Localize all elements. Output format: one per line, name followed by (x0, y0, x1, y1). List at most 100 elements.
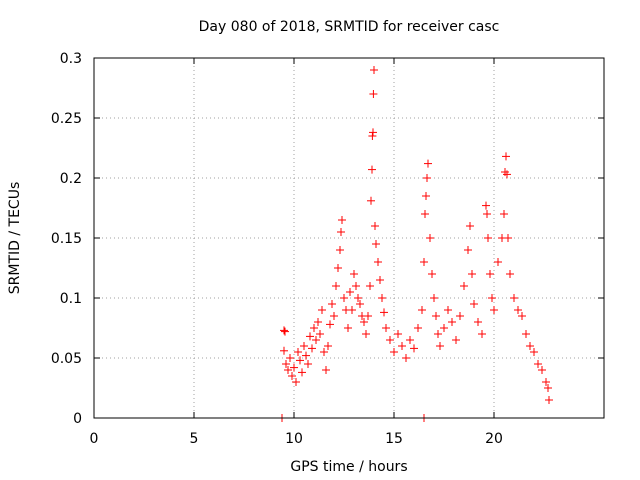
data-point (371, 222, 379, 230)
data-point (290, 363, 298, 372)
data-point (282, 360, 290, 368)
data-point (366, 282, 374, 290)
plot-frame (93, 57, 605, 419)
data-point (308, 344, 316, 353)
data-point (422, 192, 430, 200)
data-point (350, 270, 358, 278)
data-point (324, 342, 332, 350)
data-point (326, 320, 334, 329)
data-point (296, 356, 304, 365)
y-tick-label: 0.25 (51, 111, 82, 127)
x-axis-label: GPS time / hours (290, 459, 407, 475)
data-point (346, 288, 354, 296)
data-point (466, 222, 474, 230)
data-point (376, 276, 384, 284)
data-point (428, 270, 436, 278)
data-point (356, 300, 364, 308)
data-point (337, 228, 345, 236)
data-point (444, 306, 452, 314)
data-point (542, 378, 550, 386)
y-tick-label: 0.3 (60, 51, 82, 67)
data-point (432, 312, 440, 320)
data-point (420, 258, 428, 266)
data-point (380, 308, 388, 317)
data-point (364, 312, 372, 320)
data-point (470, 300, 478, 308)
data-point (298, 368, 306, 377)
x-tick-label: 5 (190, 431, 199, 447)
data-point (423, 174, 431, 182)
axis-ticks: 0 5 10 15 20 0 0.05 0.1 0.15 0.2 0.25 0.3 (51, 51, 604, 447)
grid-lines (94, 58, 604, 418)
data-point (486, 270, 494, 278)
data-point (390, 348, 398, 356)
data-point (460, 282, 468, 290)
y-tick-label: 0 (73, 411, 82, 427)
data-point (398, 342, 406, 350)
y-tick-label: 0.15 (51, 231, 82, 247)
data-point (494, 258, 502, 266)
data-point (510, 294, 518, 302)
data-point (304, 360, 312, 368)
data-point (534, 360, 542, 368)
data-point (280, 346, 288, 355)
data-point (503, 170, 511, 179)
data-point (294, 348, 302, 356)
data-point (369, 128, 377, 137)
data-point (490, 306, 498, 314)
data-point (394, 330, 402, 338)
data-point (522, 330, 530, 338)
x-tick-label: 0 (90, 431, 99, 447)
data-point (312, 336, 320, 344)
data-point (280, 326, 288, 335)
data-point (448, 318, 456, 326)
data-point (418, 306, 426, 314)
data-point (478, 330, 486, 338)
data-point (426, 234, 434, 242)
data-point (360, 318, 368, 326)
data-point (338, 216, 346, 224)
data-point (344, 324, 352, 332)
data-point (330, 312, 338, 320)
data-point (482, 201, 490, 210)
data-point (368, 132, 377, 140)
data-point (526, 342, 534, 350)
data-point (514, 306, 522, 314)
data-point (506, 270, 514, 278)
y-tick-label: 0.1 (60, 291, 82, 307)
data-point (372, 240, 380, 248)
data-point (367, 196, 375, 205)
data-point (502, 152, 510, 161)
data-point (421, 210, 429, 218)
data-point (369, 90, 378, 98)
data-point (292, 378, 300, 386)
data-point (281, 327, 289, 336)
data-point (288, 372, 296, 380)
data-point (406, 336, 414, 344)
data-point (544, 384, 552, 392)
data-point (386, 336, 394, 344)
data-point (362, 330, 370, 338)
data-point (336, 246, 344, 254)
data-point (374, 258, 382, 266)
x-tick-label: 10 (285, 431, 303, 447)
data-point (488, 294, 496, 302)
data-point (538, 366, 546, 374)
data-point (484, 234, 492, 242)
data-points (278, 66, 553, 422)
data-point (530, 348, 538, 356)
data-point (302, 351, 310, 360)
data-point (354, 294, 362, 302)
data-point (378, 294, 386, 302)
data-point (284, 366, 292, 374)
data-point (504, 234, 512, 242)
data-point (352, 282, 360, 290)
data-point (468, 270, 476, 278)
data-point (410, 344, 418, 353)
data-point (370, 66, 378, 74)
data-point (500, 210, 508, 218)
data-point (474, 318, 482, 326)
data-point (340, 294, 348, 302)
data-point (545, 396, 553, 404)
data-point (464, 246, 472, 254)
